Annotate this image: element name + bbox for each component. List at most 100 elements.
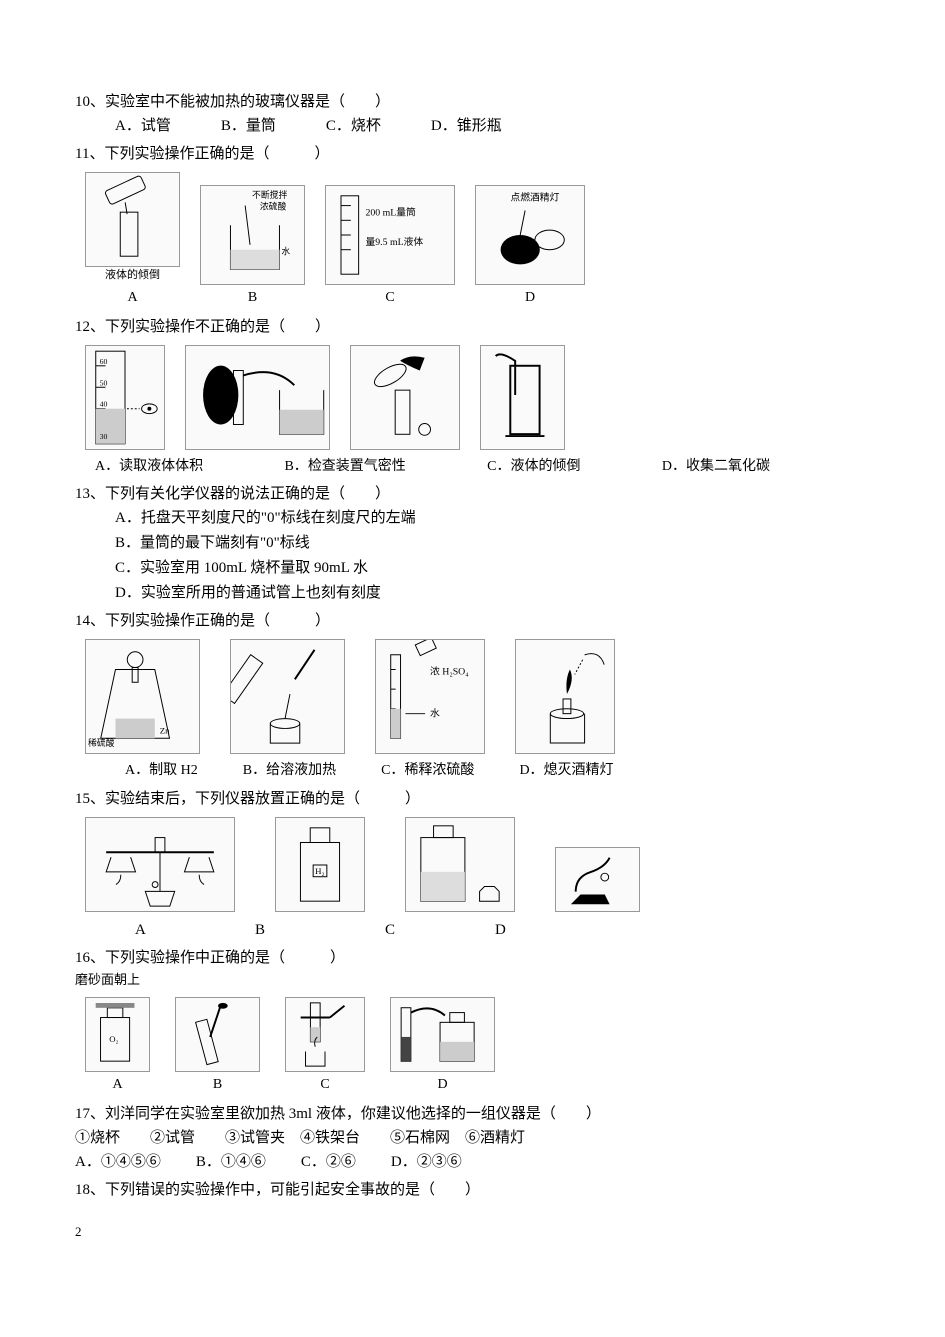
diagram-make-h2: 稀硫酸 Zn bbox=[85, 639, 200, 754]
svg-text:H₂: H₂ bbox=[315, 866, 324, 876]
q17-b: B．①④⑥ bbox=[196, 1150, 266, 1174]
q15-text: 15、实验结束后，下列仪器放置正确的是（ ） bbox=[75, 787, 870, 811]
svg-text:50: 50 bbox=[100, 378, 108, 387]
q12-a: A．读取液体体积 bbox=[95, 456, 203, 478]
q15-ltr-b: B bbox=[255, 918, 385, 942]
diagram-read-volume: 60 50 40 30 bbox=[85, 345, 165, 450]
q13-options: A．托盘天平刻度尺的"0"标线在刻度尺的左端 B．量筒的最下端刻有"0"标线 C… bbox=[75, 506, 870, 605]
q17-a: A．①④⑤⑥ bbox=[75, 1150, 161, 1174]
diagram-balance bbox=[85, 817, 235, 912]
q16-img-a: O₂ A bbox=[85, 997, 150, 1096]
diagram-heat-tube bbox=[285, 997, 365, 1072]
question-15: 15、实验结束后，下列仪器放置正确的是（ ） H₂ A B C D bbox=[75, 787, 870, 942]
q14-text: 14、下列实验操作正确的是（ ） bbox=[75, 609, 870, 633]
q16-text: 16、下列实验操作中正确的是（ ） bbox=[75, 946, 870, 970]
q14-c: C．稀释浓硫酸 bbox=[381, 760, 474, 782]
svg-text:Zn: Zn bbox=[160, 726, 170, 736]
q10-text: 10、实验室中不能被加热的玻璃仪器是（ ） bbox=[75, 90, 870, 114]
q14-b: B．给溶液加热 bbox=[243, 760, 336, 782]
q12-c: C．液体的倾倒 bbox=[487, 456, 580, 478]
question-17: 17、刘洋同学在实验室里欲加热 3ml 液体，你建议他选择的一组仪器是（ ） ①… bbox=[75, 1102, 870, 1174]
diagram-bottle-h2: H₂ bbox=[275, 817, 365, 912]
q16-b: B bbox=[213, 1074, 222, 1096]
q17-circles: ①烧杯 ②试管 ③试管夹 ④铁架台 ⑤石棉网 ⑥酒精灯 bbox=[75, 1126, 870, 1150]
q11-b-letter: B bbox=[248, 287, 257, 309]
svg-text:60: 60 bbox=[100, 357, 108, 366]
q10-opt-c: C．烧杯 bbox=[326, 114, 381, 138]
q14-a: A．制取 H2 bbox=[125, 760, 198, 782]
diagram-airtight-check bbox=[185, 345, 330, 450]
q10-opt-d: D．锥形瓶 bbox=[431, 114, 502, 138]
q15-ltr-d: D bbox=[495, 918, 595, 942]
q15-images: H₂ bbox=[75, 817, 870, 912]
q16-img-c: C bbox=[285, 997, 365, 1096]
q17-options: A．①④⑤⑥ B．①④⑥ C．②⑥ D．②③⑥ bbox=[75, 1150, 870, 1174]
svg-text:O₂: O₂ bbox=[109, 1033, 118, 1043]
question-16: 16、下列实验操作中正确的是（ ） 磨砂面朝上 O₂ A B C D bbox=[75, 946, 870, 1096]
svg-text:不断搅拌: 不断搅拌 bbox=[252, 188, 287, 199]
q15-letters: A B C D bbox=[75, 918, 870, 942]
q11-a-letter: A bbox=[127, 287, 137, 309]
svg-text:水: 水 bbox=[281, 245, 290, 256]
q11-text: 11、下列实验操作正确的是（ ） bbox=[75, 142, 870, 166]
q11-a-caption: 液体的倾倒 bbox=[105, 267, 160, 285]
q12-b: B．检查装置气密性 bbox=[284, 456, 405, 478]
q17-d: D．②③⑥ bbox=[391, 1150, 462, 1174]
q16-prelabel: 磨砂面朝上 bbox=[75, 970, 870, 991]
diagram-bottle-stopper bbox=[405, 817, 515, 912]
diagram-heat-solution bbox=[230, 639, 345, 754]
question-14: 14、下列实验操作正确的是（ ） 稀硫酸Zn 浓 H₂SO₄水 A．制取 H2 … bbox=[75, 609, 870, 782]
q16-d: D bbox=[437, 1074, 447, 1096]
q11-c-letter: C bbox=[385, 287, 394, 309]
question-18: 18、下列错误的实验操作中，可能引起安全事故的是（ ） bbox=[75, 1178, 870, 1202]
diagram-collect-co2 bbox=[480, 345, 565, 450]
q11-img-b: 不断搅拌浓硫酸水 B bbox=[200, 185, 305, 309]
q16-img-b: B bbox=[175, 997, 260, 1096]
svg-text:30: 30 bbox=[100, 432, 108, 441]
diagram-gas-bottle: O₂ bbox=[85, 997, 150, 1072]
diagram-pour-liquid bbox=[85, 172, 180, 267]
diagram-dilute-acid: 不断搅拌浓硫酸水 bbox=[200, 185, 305, 285]
question-13: 13、下列有关化学仪器的说法正确的是（ ） A．托盘天平刻度尺的"0"标线在刻度… bbox=[75, 482, 870, 605]
q10-options: A．试管 B．量筒 C．烧杯 D．锥形瓶 bbox=[75, 114, 870, 138]
question-12: 12、下列实验操作不正确的是（ ） 60 50 40 30 A．读取液体体积 B．检查… bbox=[75, 315, 870, 478]
svg-text:稀硫酸: 稀硫酸 bbox=[88, 737, 115, 748]
question-11: 11、下列实验操作正确的是（ ） 液体的倾倒 A 不断搅拌浓硫酸水 B 200 … bbox=[75, 142, 870, 309]
q17-text: 17、刘洋同学在实验室里欲加热 3ml 液体，你建议他选择的一组仪器是（ ） bbox=[75, 1102, 870, 1126]
diagram-buret-stand bbox=[555, 847, 640, 912]
q13-b: B．量筒的最下端刻有"0"标线 bbox=[115, 531, 870, 555]
q16-images: O₂ A B C D bbox=[75, 997, 870, 1096]
q11-d-letter: D bbox=[525, 287, 535, 309]
q15-ltr-a: A bbox=[105, 918, 255, 942]
svg-text:200 mL量筒: 200 mL量筒 bbox=[366, 205, 417, 218]
q16-a: A bbox=[112, 1074, 122, 1096]
q13-text: 13、下列有关化学仪器的说法正确的是（ ） bbox=[75, 482, 870, 506]
q16-img-d: D bbox=[390, 997, 495, 1096]
q10-opt-b: B．量筒 bbox=[221, 114, 276, 138]
diagram-extinguish-lamp bbox=[515, 639, 615, 754]
svg-text:点燃酒精灯: 点燃酒精灯 bbox=[510, 190, 559, 203]
diagram-cylinder-measure: 200 mL量筒量9.5 mL液体 bbox=[325, 185, 455, 285]
q12-d: D．收集二氧化碳 bbox=[662, 456, 770, 478]
q14-d: D．熄灭酒精灯 bbox=[519, 760, 613, 782]
diagram-pour-liquid-2 bbox=[350, 345, 460, 450]
diagram-dropper-tube bbox=[175, 997, 260, 1072]
svg-text:量9.5 mL液体: 量9.5 mL液体 bbox=[366, 234, 424, 247]
q12-answers: A．读取液体体积 B．检查装置气密性 C．液体的倾倒 D．收集二氧化碳 bbox=[75, 456, 870, 478]
page-number: 2 bbox=[75, 1222, 870, 1243]
q17-c: C．②⑥ bbox=[301, 1150, 356, 1174]
svg-text:40: 40 bbox=[100, 400, 108, 409]
q12-images: 60 50 40 30 bbox=[75, 345, 870, 450]
q18-text: 18、下列错误的实验操作中，可能引起安全事故的是（ ） bbox=[75, 1178, 870, 1202]
svg-text:水: 水 bbox=[430, 708, 440, 720]
q13-d: D．实验室所用的普通试管上也刻有刻度 bbox=[115, 581, 870, 605]
q11-img-d: 点燃酒精灯 D bbox=[475, 185, 585, 309]
q14-answers: A．制取 H2 B．给溶液加热 C．稀释浓硫酸 D．熄灭酒精灯 bbox=[75, 760, 870, 782]
q10-opt-a: A．试管 bbox=[115, 114, 171, 138]
diagram-tube-bottle bbox=[390, 997, 495, 1072]
q14-images: 稀硫酸Zn 浓 H₂SO₄水 bbox=[75, 639, 870, 754]
q12-text: 12、下列实验操作不正确的是（ ） bbox=[75, 315, 870, 339]
svg-text:浓硫酸: 浓硫酸 bbox=[260, 200, 287, 211]
q13-c: C．实验室用 100mL 烧杯量取 90mL 水 bbox=[115, 556, 870, 580]
q11-img-c: 200 mL量筒量9.5 mL液体 C bbox=[325, 185, 455, 309]
